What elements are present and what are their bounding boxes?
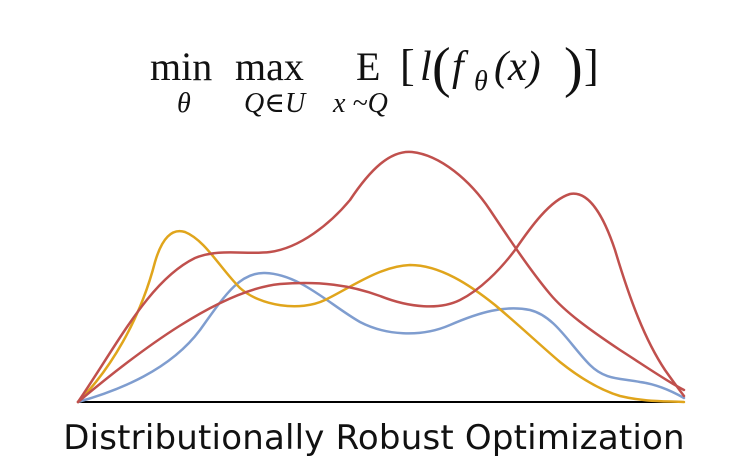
min-subscript: θ <box>177 88 191 119</box>
max-operator: max <box>235 44 304 89</box>
diagram-caption: Distributionally Robust Optimization <box>63 418 685 458</box>
bracket-close: ] <box>584 41 599 90</box>
dro-objective-formula: min θ max Q∈U E x ~Q [ l ( f θ (x) ) ] <box>150 37 599 119</box>
min-operator: min <box>150 44 212 89</box>
gold-distribution-curve <box>76 229 686 404</box>
model-argument: (x) <box>494 44 541 90</box>
expectation-subscript: x ~Q <box>332 88 388 119</box>
max-subscript: Q∈U <box>244 88 307 119</box>
loss-symbol: l <box>420 44 432 90</box>
blue-distribution-curve <box>76 271 686 404</box>
expectation-operator: E <box>356 44 380 89</box>
paren-close: ) <box>564 37 583 99</box>
red-rounded-curve <box>76 150 686 404</box>
red-right-peak-curve <box>76 192 686 404</box>
model-subscript: θ <box>474 66 488 97</box>
paren-open: ( <box>432 37 451 99</box>
bracket-open: [ <box>400 41 415 90</box>
distribution-curves <box>76 150 686 404</box>
